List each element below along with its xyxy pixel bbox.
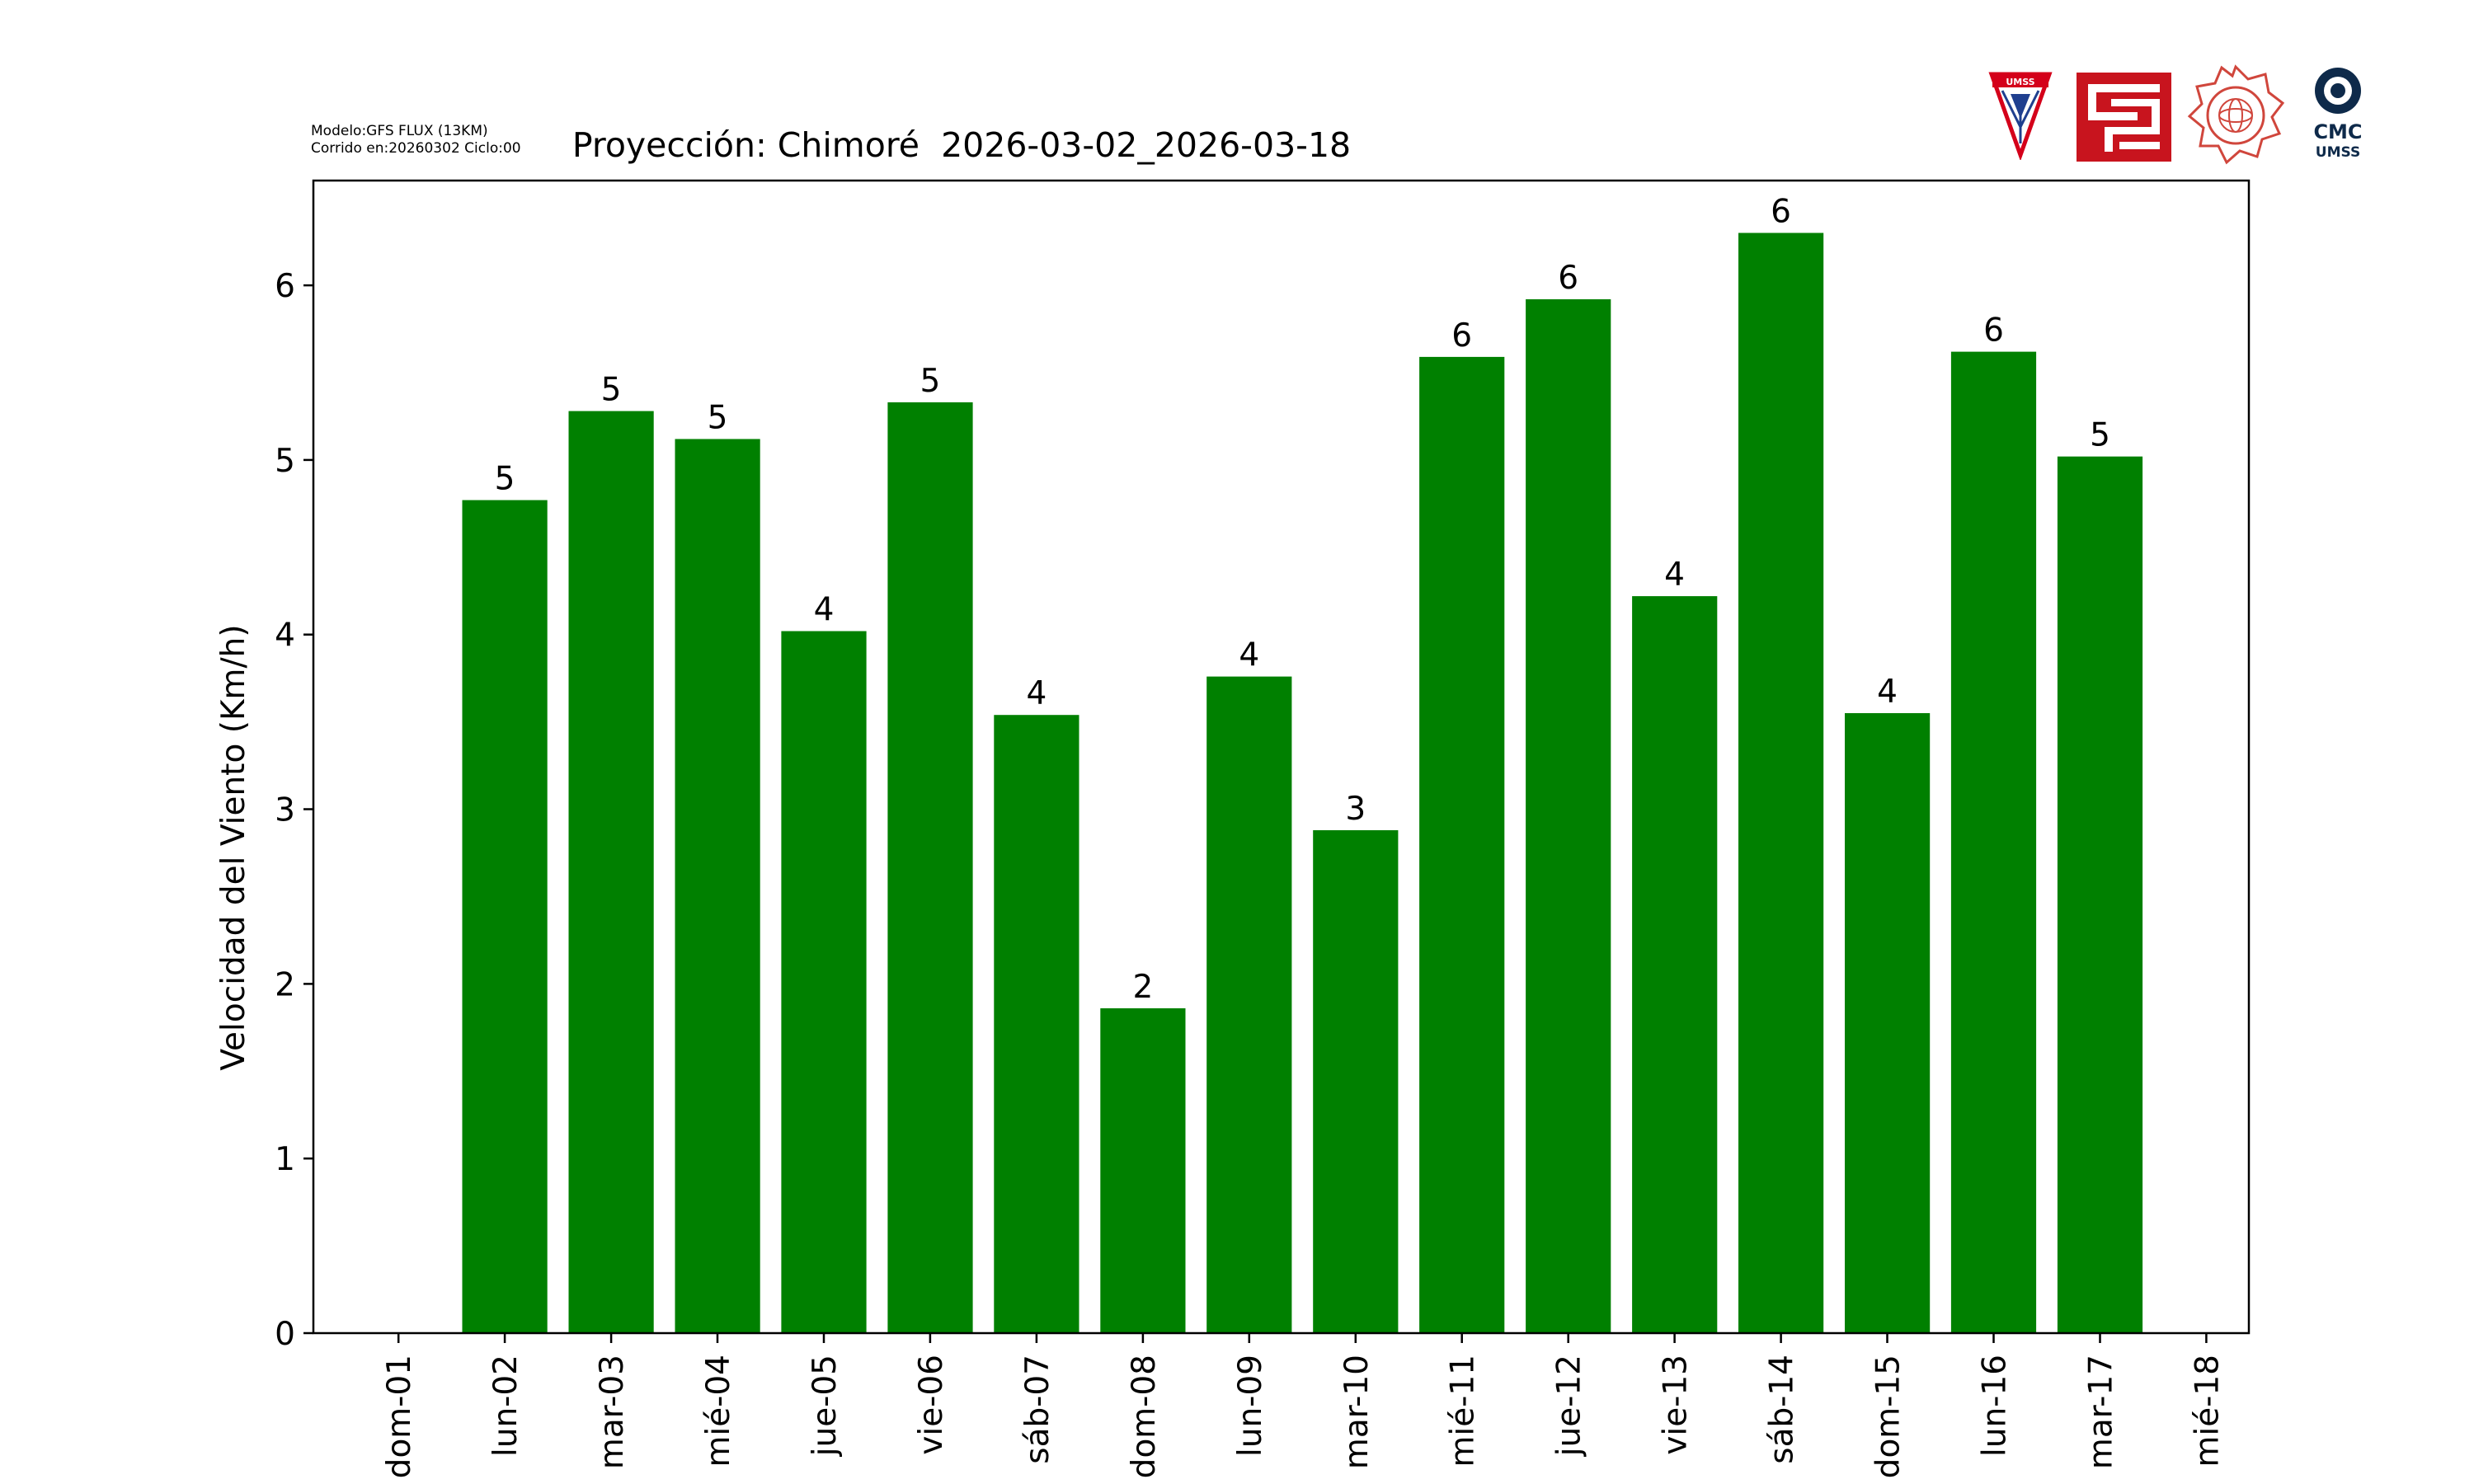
y-tick-label: 5 [275, 443, 295, 480]
institution-logos: UMSS CMC UMSS [1987, 64, 2375, 171]
bar-mar-10 [1313, 830, 1399, 1333]
cmc-logo-text: CMC [2313, 120, 2362, 143]
x-tick-label: dom-15 [1870, 1355, 1907, 1478]
bar-sáb-07 [994, 715, 1079, 1333]
bar-value-label: 5 [708, 400, 728, 437]
bar-value-label: 6 [1451, 317, 1472, 355]
umss-logo-text: UMSS [2006, 77, 2034, 87]
x-tick-label: mar-17 [2083, 1355, 2120, 1469]
bar-value-label: 5 [2090, 417, 2110, 454]
y-tick-label: 3 [275, 792, 295, 829]
bar-lun-09 [1206, 676, 1292, 1333]
cmc-umss-logo: CMC UMSS [2313, 68, 2363, 161]
bar-mar-03 [568, 411, 654, 1334]
bar-dom-15 [1845, 713, 1931, 1333]
y-tick-label: 4 [275, 618, 295, 655]
y-tick-label: 2 [275, 966, 295, 1003]
bar-value-label: 4 [1664, 556, 1685, 594]
bar-vie-06 [887, 402, 973, 1333]
x-tick-label: mar-03 [594, 1355, 631, 1469]
x-tick-label: mar-10 [1338, 1355, 1376, 1469]
fcyt-logo [2077, 73, 2171, 162]
x-tick-label: mié-04 [700, 1355, 737, 1468]
x-tick-label: jue-12 [1551, 1355, 1588, 1457]
bar-value-label: 4 [814, 592, 835, 629]
x-axis: dom-01 lun-02 mar-03 mié-04 jue-05 vie-06 sáb-… [381, 1333, 2226, 1478]
physics-department-seal-logo [2187, 64, 2284, 165]
bar-jue-05 [781, 631, 867, 1333]
x-tick-label: jue-05 [807, 1355, 844, 1457]
bar-mar-17 [2057, 456, 2143, 1334]
y-tick-label: 0 [275, 1316, 295, 1353]
x-tick-label: lun-16 [1977, 1355, 2014, 1457]
x-tick-label: vie-13 [1658, 1355, 1695, 1455]
y-axis-label: Velocidad del Viento (Km/h) [215, 624, 252, 1070]
cmc-logo-subtext: UMSS [2316, 144, 2360, 161]
x-tick-label: vie-06 [913, 1355, 950, 1455]
y-tick-label: 1 [275, 1141, 295, 1178]
bar-value-label: 4 [1026, 675, 1047, 712]
bar-lun-02 [462, 500, 548, 1333]
bar-dom-08 [1100, 1008, 1186, 1333]
bar-value-label: 4 [1239, 637, 1259, 674]
bar-value-label: 6 [1771, 194, 1791, 231]
model-line: Modelo:GFS FLUX (13KM) [311, 123, 488, 139]
x-tick-label: dom-08 [1126, 1355, 1163, 1478]
bar-value-label: 2 [1132, 969, 1153, 1006]
bar-series [462, 232, 2143, 1334]
bar-sáb-14 [1738, 232, 1824, 1333]
bar-jue-12 [1526, 299, 1611, 1333]
bar-value-label: 4 [1877, 674, 1898, 711]
model-info: Modelo:GFS FLUX (13KM) Corrido en:202603… [311, 123, 521, 157]
bar-value-label: 3 [1345, 791, 1366, 828]
y-axis: 0 1 2 3 4 5 6 [275, 268, 313, 1353]
bar-value-label: 6 [1558, 260, 1578, 297]
bar-value-label: 6 [1983, 312, 2004, 350]
x-tick-label: lun-02 [487, 1355, 524, 1457]
umss-shield-logo: UMSS [1988, 72, 2053, 160]
bar-lun-16 [1950, 351, 2037, 1334]
bar-value-label: 5 [601, 372, 622, 409]
bar-value-label: 5 [920, 363, 940, 400]
bar-mié-04 [675, 439, 760, 1333]
bar-value-label: 5 [495, 461, 515, 498]
run-line: Corrido en:20260302 Ciclo:00 [311, 140, 521, 157]
y-tick-label: 6 [275, 268, 295, 305]
plot-frame [312, 179, 2251, 1335]
bar-vie-13 [1632, 596, 1718, 1333]
x-tick-label: sáb-07 [1019, 1355, 1056, 1464]
x-tick-label: lun-09 [1232, 1355, 1269, 1457]
x-tick-label: mié-11 [1445, 1355, 1482, 1468]
bar-mié-11 [1419, 356, 1505, 1333]
x-tick-label: dom-01 [381, 1355, 418, 1478]
x-tick-label: mié-18 [2189, 1355, 2226, 1468]
x-tick-label: sáb-14 [1764, 1355, 1801, 1464]
chart-title: Proyección: Chimoré 2026-03-02_2026-03-1… [572, 125, 1351, 165]
bar-value-labels: 5 5 5 4 5 4 2 4 3 6 6 4 6 4 6 5 [495, 194, 2110, 1007]
